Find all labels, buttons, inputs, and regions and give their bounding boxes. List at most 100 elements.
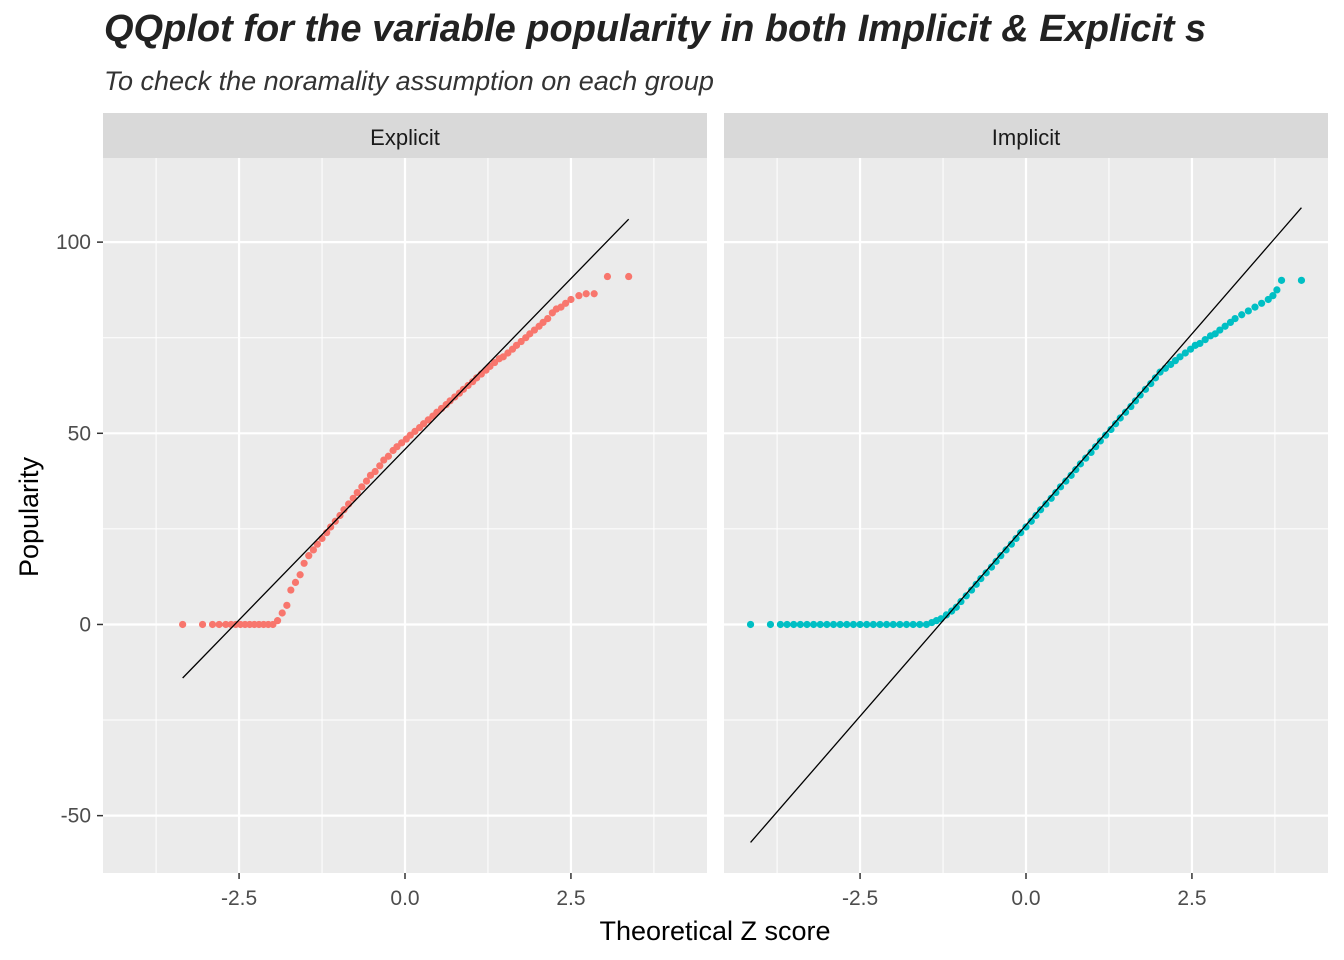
qq-point (1027, 517, 1035, 525)
facet-strip-label: Implicit (992, 125, 1060, 150)
qq-point (376, 462, 384, 470)
qq-point (1047, 494, 1055, 502)
qq-point (766, 620, 775, 629)
qq-point (783, 620, 791, 629)
qq-point (803, 620, 811, 629)
qq-point (1251, 303, 1259, 311)
qq-point (823, 620, 831, 629)
qq-point (309, 546, 318, 554)
qq-point (222, 620, 230, 629)
qq-point (952, 603, 960, 611)
qq-point (1131, 397, 1140, 405)
qq-point (567, 295, 575, 304)
qq-point (962, 592, 970, 600)
qq-point (1052, 488, 1060, 497)
qq-point (863, 620, 871, 629)
qq-point (997, 552, 1005, 560)
qq-point (340, 506, 348, 514)
qq-point (327, 523, 335, 531)
qq-point (1092, 443, 1100, 451)
qq-point (856, 620, 864, 629)
qq-point (1269, 292, 1277, 300)
x-tick-label: -2.5 (842, 887, 878, 910)
qq-point (883, 620, 891, 629)
qq-point (902, 620, 911, 629)
qq-point (1002, 546, 1010, 554)
qq-point (305, 552, 313, 560)
qq-point (982, 569, 990, 577)
qq-point (1141, 385, 1150, 393)
qq-point (816, 620, 824, 629)
qq-point (810, 620, 818, 629)
qq-point (198, 620, 207, 629)
qq-point (1067, 471, 1075, 479)
qq-point (1221, 322, 1229, 330)
qq-point (313, 540, 321, 548)
chart-title: QQplot for the variable popularity in bo… (104, 8, 1207, 50)
qq-point (1107, 425, 1115, 434)
qq-point (869, 620, 877, 629)
qq-point (287, 586, 295, 594)
qq-point (384, 452, 393, 460)
qq-point (889, 620, 897, 629)
x-axis-title: Theoretical Z score (599, 916, 830, 946)
qq-point (896, 620, 904, 629)
qq-reference-line (182, 218, 630, 679)
qq-point (1196, 339, 1204, 348)
qq-point (977, 574, 985, 583)
qq-point (1042, 500, 1050, 508)
qq-point (273, 617, 282, 625)
qq-point (318, 534, 326, 543)
qq-point (1151, 374, 1160, 382)
qq-reference-line (750, 207, 1302, 843)
qq-point (1273, 286, 1281, 294)
qq-point (603, 272, 612, 281)
qq-point (1201, 336, 1209, 344)
y-tick-label: -50 (61, 805, 91, 828)
qq-point (208, 620, 217, 629)
chart-subtitle: To check the noramality assumption on ea… (104, 66, 714, 96)
qq-point (1116, 414, 1124, 422)
qq-point (1062, 477, 1070, 485)
facet-strip-background (103, 113, 707, 158)
x-tick-label: 2.5 (1177, 887, 1206, 910)
qq-point (1147, 379, 1155, 388)
qq-point (278, 609, 286, 617)
qq-point (1037, 506, 1045, 514)
qq-point (1102, 431, 1110, 439)
qq-point (1156, 368, 1164, 376)
qq-point (942, 611, 950, 619)
qq-point (1022, 523, 1030, 531)
qq-point (582, 290, 590, 298)
qq-point (1297, 276, 1306, 284)
qq-point (987, 563, 996, 571)
qq-point (1216, 326, 1224, 334)
qq-point (1017, 529, 1025, 537)
qq-point (1127, 402, 1135, 411)
qq-point (1112, 420, 1120, 428)
facet-panels: Explicit -2.5 0.0 2.5 Implicit -2.5 0.0 2.5 (103, 113, 1328, 910)
qq-point (1176, 353, 1184, 361)
x-tick-label: 0.0 (390, 887, 419, 910)
x-tick-label: 0.0 (1011, 887, 1040, 910)
qq-point (1258, 299, 1266, 307)
qq-point (796, 620, 804, 629)
y-tick-label: 100 (56, 231, 91, 254)
y-axis: -50 0 50 100 (56, 231, 103, 828)
qq-point (179, 620, 187, 629)
qq-point (916, 620, 924, 629)
qq-point (967, 586, 976, 594)
y-tick-label: 0 (79, 613, 91, 636)
qq-point (843, 620, 851, 629)
qq-point (362, 477, 371, 485)
qq-point (1244, 307, 1252, 315)
qq-point (1032, 511, 1040, 520)
x-tick-label: 2.5 (556, 887, 585, 910)
qq-point (776, 620, 785, 629)
qq-point (790, 620, 798, 629)
qq-point (215, 620, 223, 629)
qq-point (957, 597, 965, 606)
qq-point (829, 620, 838, 629)
qq-point (371, 467, 379, 476)
